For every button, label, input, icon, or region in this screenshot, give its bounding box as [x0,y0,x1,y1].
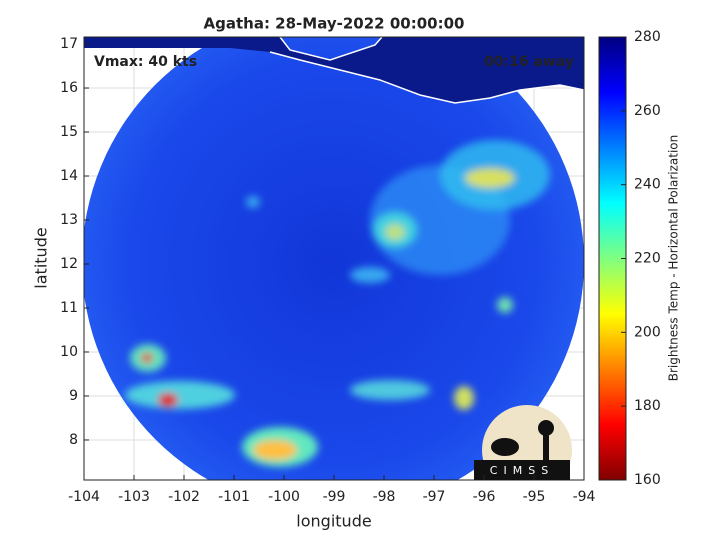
x-tick-label: -100 [268,489,300,505]
x-tick-label: -101 [218,489,250,505]
x-tick-label: -96 [473,489,496,505]
y-tick-label: 9 [69,388,78,404]
y-tick-label: 12 [60,256,78,272]
logo: CIMSS [474,405,572,480]
x-tick-label: -104 [68,489,100,505]
colorbar-tick-label: 280 [634,29,661,45]
colorbar-tick-label: 220 [634,251,661,267]
satellite-swath [84,37,584,480]
chart-title: Agatha: 28-May-2022 00:00:00 [204,15,465,33]
annotation: 00:16 away [484,54,574,70]
colorbar-tick-label: 260 [634,103,661,119]
y-tick-label: 17 [60,36,78,52]
colorbar-tick-label: 200 [634,324,661,340]
y-tick-label: 16 [60,80,78,96]
x-tick-label: -94 [573,489,596,505]
colorbar-tick-label: 180 [634,398,661,414]
logo-text: CIMSS [490,464,554,477]
y-tick-label: 10 [60,344,78,360]
y-tick-label: 14 [60,168,78,184]
x-tick-label: -97 [423,489,446,505]
y-tick-label: 15 [60,124,78,140]
x-tick-label: -95 [523,489,546,505]
x-axis-label: longitude [296,512,371,531]
colorbar-label: Brightness Temp - Horizontal Polarizatio… [667,135,681,382]
y-tick-label: 11 [60,300,78,316]
coastline [269,37,584,104]
colorbar-tick-label: 160 [634,472,661,488]
x-tick-label: -102 [168,489,200,505]
annotation: Vmax: 40 kts [94,54,197,70]
y-tick-label: 13 [60,212,78,228]
x-tick-label: -103 [118,489,150,505]
x-tick-label: -99 [323,489,346,505]
land [84,37,584,103]
x-tick-label: -98 [373,489,396,505]
y-axis-label: latitude [32,227,51,288]
y-tick-label: 8 [69,432,78,448]
colorbar-tick-label: 240 [634,177,661,193]
